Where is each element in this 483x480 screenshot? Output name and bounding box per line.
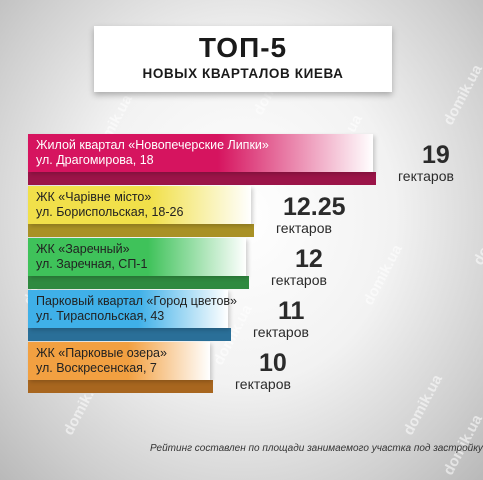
- bar: ЖК «Заречный» ул. Заречная, СП-1: [28, 238, 246, 276]
- bar-base: [28, 276, 249, 289]
- bar-address-label: ул. Бориспольская, 18-26: [36, 205, 184, 219]
- title-box: ТОП-5 НОВЫХ КВАРТАЛОВ КИЕВА: [94, 26, 392, 92]
- bar-value-label: 19: [422, 141, 450, 169]
- chart-subtitle: НОВЫХ КВАРТАЛОВ КИЕВА: [142, 66, 344, 81]
- bar: Парковый квартал «Город цветов» ул. Тирас…: [28, 290, 237, 328]
- bar-unit-label: гектаров: [271, 272, 327, 288]
- bar-address-label: ул. Воскресенская, 7: [36, 361, 157, 375]
- bar: Жилой квартал «Новопечерские Липки» ул. Д…: [28, 134, 373, 172]
- watermark-text: domik.ua: [440, 61, 483, 128]
- bar-base: [28, 224, 254, 237]
- bar-value-label: 12: [295, 245, 323, 273]
- bar-base: [28, 380, 213, 393]
- bar-address-label: ул. Драгомирова, 18: [36, 153, 154, 167]
- bar-unit-label: гектаров: [235, 376, 291, 392]
- bar-category-label: Парковый квартал «Город цветов»: [36, 294, 237, 308]
- bar-category-label: ЖК «Парковые озера»: [36, 346, 167, 360]
- bar-category-label: ЖК «Заречный»: [36, 242, 130, 256]
- bar-address-label: ул. Тираспольская, 43: [36, 309, 165, 323]
- bar: ЖК «Чарівне місто» ул. Бориспольская, 18-…: [28, 186, 251, 224]
- bar-unit-label: гектаров: [253, 324, 309, 340]
- watermark-text: domik.ua: [470, 201, 483, 268]
- watermark-text: domik.ua: [400, 371, 446, 438]
- bar-unit-label: гектаров: [398, 168, 454, 184]
- bar-address-label: ул. Заречная, СП-1: [36, 257, 148, 271]
- bar-category-label: ЖК «Чарівне місто»: [36, 190, 152, 204]
- bar-base: [28, 172, 376, 185]
- watermark-text: domik.ua: [360, 241, 406, 308]
- bar-category-label: Жилой квартал «Новопечерские Липки»: [36, 138, 269, 152]
- footnote: Рейтинг составлен по площади занимаемого…: [150, 443, 483, 454]
- chart-title: ТОП-5: [198, 32, 288, 63]
- bar-value-label: 11: [278, 297, 305, 325]
- bar-value-label: 10: [259, 349, 287, 377]
- bar-value-label: 12.25: [283, 193, 346, 221]
- bar-unit-label: гектаров: [276, 220, 332, 236]
- bar-base: [28, 328, 231, 341]
- bar: ЖК «Парковые озера» ул. Воскресенская, 7: [28, 342, 210, 380]
